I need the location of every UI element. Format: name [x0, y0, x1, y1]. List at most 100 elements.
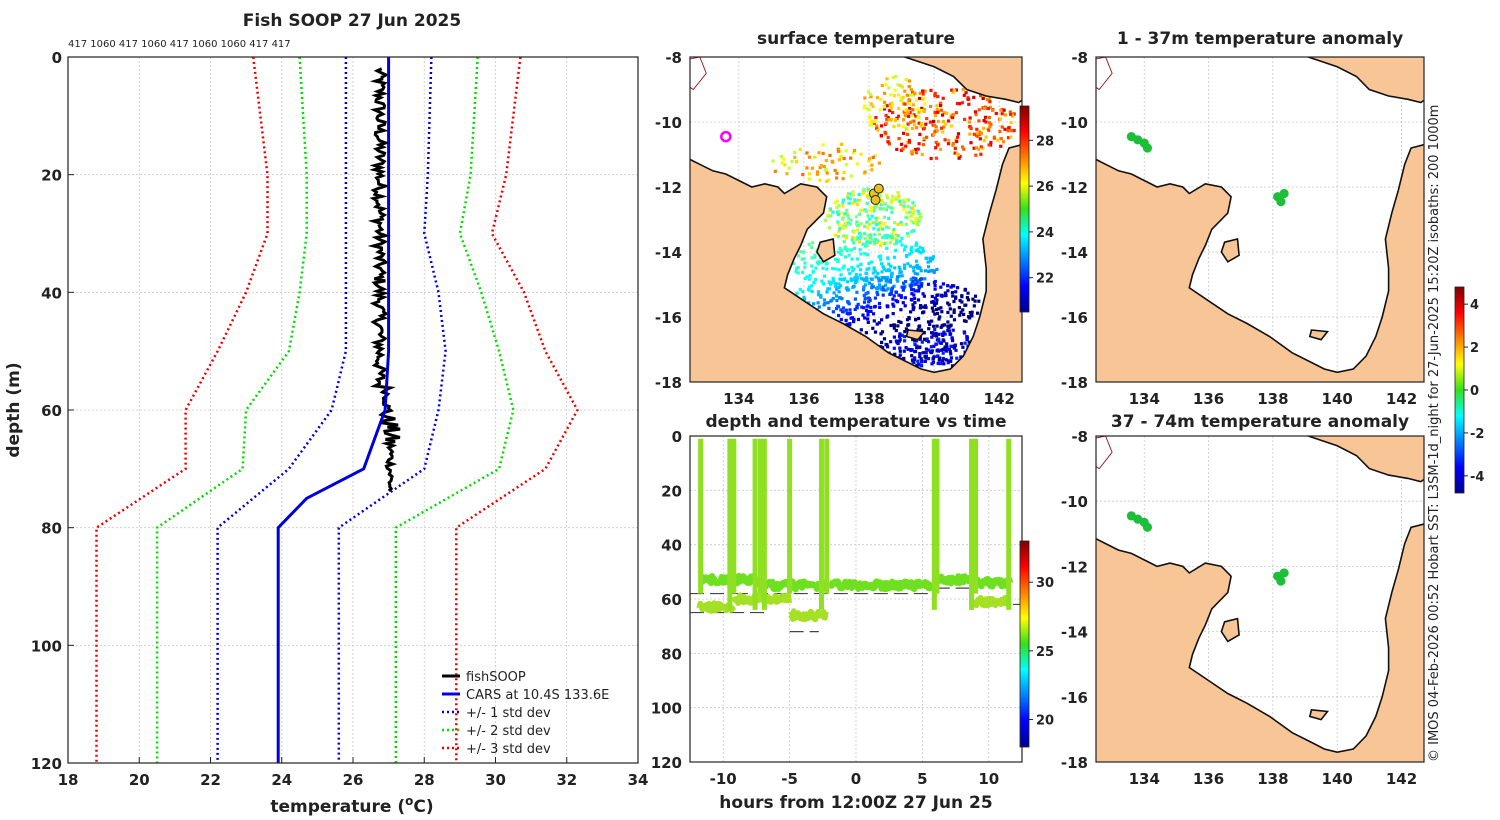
sst-pixel: [831, 310, 835, 314]
sst-pixel: [913, 339, 917, 343]
sst-pixel: [926, 282, 931, 286]
sst-pixel: [892, 304, 896, 308]
sst-pixel: [981, 96, 985, 100]
sst-pixel: [913, 92, 917, 96]
sst-pixel: [862, 188, 866, 192]
sst-pixel: [942, 362, 946, 366]
sst-pixel: [921, 351, 925, 355]
sst-cb-tick-label: 24: [1036, 226, 1054, 241]
sst-ticks: 134 136 138 140 142 -8 -10 -12 -14 -16 -18: [655, 49, 1015, 408]
a1-y-tick-label: -14: [1061, 244, 1088, 262]
sst-pixel: [940, 332, 944, 336]
sst-pixel: [842, 170, 846, 174]
sst-pixel: [899, 320, 903, 324]
sst-pixel: [886, 140, 890, 144]
sst-pixel: [949, 359, 953, 363]
sst-pixel: [893, 323, 897, 327]
sst-pixel: [908, 210, 912, 214]
sst-pixel: [966, 291, 970, 295]
sst-pixel: [836, 305, 841, 309]
sst-pixel: [807, 301, 811, 305]
sst-pixel: [798, 147, 802, 151]
sst-pixel: [930, 306, 934, 310]
sst-pixel: [940, 113, 945, 117]
sst-pixel: [876, 128, 880, 132]
sst-pixel: [928, 120, 932, 124]
sst-pixel: [884, 342, 888, 347]
sst-pixel: [856, 203, 860, 207]
td-y-tick-label: 60: [661, 591, 682, 609]
sst-pixel: [803, 265, 807, 269]
sst-pixel: [859, 222, 863, 226]
sst-pixel: [796, 271, 800, 275]
sst-pixel: [879, 97, 883, 101]
sst-pixel: [889, 340, 893, 344]
sst-pixel: [846, 248, 850, 252]
sst-pixel: [841, 309, 845, 314]
sst-pixel: [880, 330, 885, 334]
sst-pixel: [955, 101, 960, 106]
sst-pixel: [883, 100, 887, 104]
sst-pixel: [885, 280, 889, 284]
sst-pixel: [892, 227, 896, 231]
sst-pixel: [892, 255, 896, 259]
sst-pixel: [956, 153, 960, 157]
sst-pixel: [952, 308, 956, 312]
anomaly-deep-panel: 37 - 74m temperature anomaly 134 136 138 14…: [1061, 412, 1425, 788]
sst-pixel: [863, 96, 867, 100]
sst-pixel: [884, 269, 889, 273]
sst-pixel: [916, 248, 920, 252]
sst-pixel: [836, 213, 840, 217]
sst-pixel: [937, 337, 941, 341]
sst-pixel: [841, 198, 845, 202]
sst-pixel: [864, 292, 868, 296]
sst-pixel: [982, 126, 986, 130]
sst-pixel: [866, 187, 870, 191]
sst-pixel: [898, 239, 902, 243]
sst-pixel: [941, 359, 945, 363]
sst-pixel: [884, 83, 888, 87]
sst-pixel: [866, 226, 870, 230]
sst-pixel: [837, 268, 841, 272]
sst-pixel: [907, 316, 911, 320]
sst-pixel: [917, 316, 921, 321]
sst-pixel: [866, 214, 870, 218]
sst-pixel: [861, 313, 865, 317]
sst-pixel: [910, 354, 914, 358]
sst-pixel: [884, 236, 889, 240]
sst-pixel: [910, 245, 914, 249]
sst-pixel: [942, 339, 946, 343]
sst-pixel: [890, 101, 894, 105]
sst-pixel: [843, 212, 847, 216]
a2-coastline-0: [1096, 522, 1424, 754]
sst-pixel: [810, 284, 814, 288]
sst-pixel: [902, 281, 906, 285]
sst-pixel: [907, 85, 911, 89]
sst-pixel: [889, 93, 893, 97]
sst-pixel: [1000, 125, 1004, 129]
sst-pixel: [1009, 112, 1013, 116]
sst-pixel: [904, 222, 908, 226]
sst-pixel: [906, 141, 910, 145]
sst-pixel: [886, 135, 890, 140]
sst-pixel: [910, 114, 915, 118]
sst-pixel: [919, 277, 923, 281]
sst-marker-dot: [870, 195, 881, 205]
sst-pixel: [875, 290, 879, 295]
sst-pixel: [916, 217, 920, 221]
sst-pixel: [863, 170, 867, 174]
sst-pixel: [906, 198, 910, 202]
sst-pixel: [916, 147, 920, 151]
sst-pixel: [904, 144, 908, 148]
sst-pixel: [906, 109, 910, 113]
sst-pixel: [833, 168, 837, 173]
sst-pixel: [961, 308, 965, 312]
sst-pixel: [911, 338, 915, 342]
profile-y-ticks: 0 20 40 60 80 100 120: [31, 49, 74, 773]
a2-land-0: [1096, 524, 1424, 762]
sst-pixel: [884, 121, 888, 125]
sst-pixel: [803, 297, 807, 301]
sst-pixel: [964, 303, 968, 307]
sst-pixel: [898, 267, 902, 271]
sst-pixel: [960, 101, 965, 105]
